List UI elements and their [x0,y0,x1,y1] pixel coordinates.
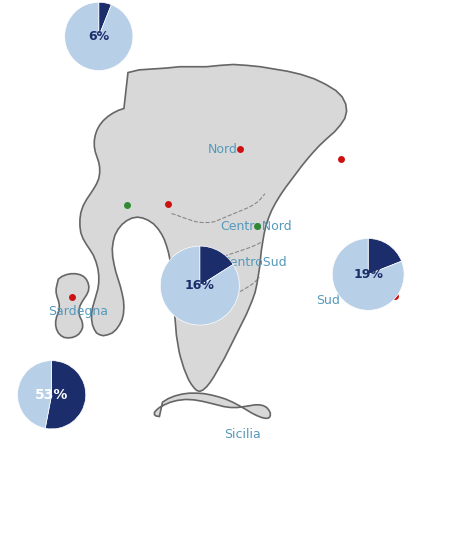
Text: CentroNord: CentroNord [220,220,292,232]
Wedge shape [368,239,401,274]
Wedge shape [18,361,52,428]
Text: Sud: Sud [316,293,340,307]
Text: 19%: 19% [353,268,383,281]
Wedge shape [45,361,86,429]
Wedge shape [65,2,133,71]
Text: 6%: 6% [88,30,110,43]
Text: CentroSud: CentroSud [221,255,286,269]
Polygon shape [80,64,347,391]
Wedge shape [99,2,111,36]
Text: 16%: 16% [185,279,215,292]
Text: 53%: 53% [35,388,68,402]
Wedge shape [332,239,404,310]
Wedge shape [160,246,239,325]
Polygon shape [154,393,270,418]
Polygon shape [56,274,89,338]
Text: Sicilia: Sicilia [224,428,261,441]
Text: Sardegna: Sardegna [48,305,109,318]
Text: Nord: Nord [207,143,237,156]
Wedge shape [200,246,233,286]
